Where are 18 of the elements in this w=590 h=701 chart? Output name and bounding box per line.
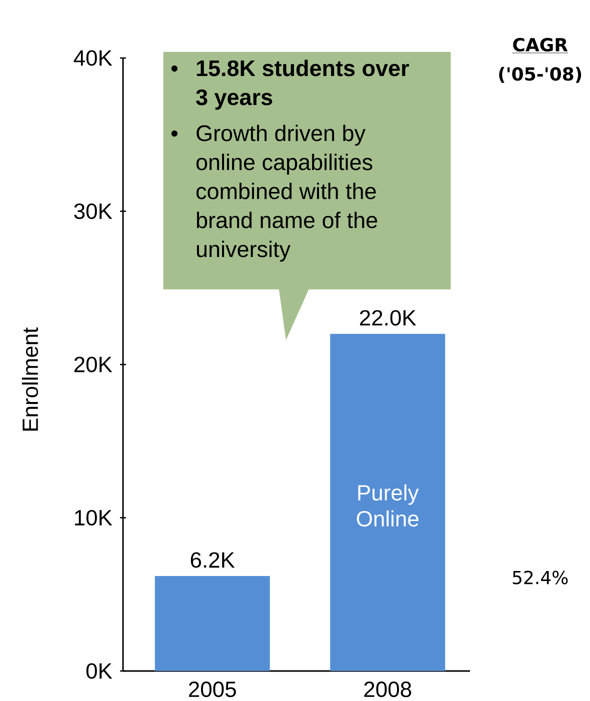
annotation: 15.8K students over 3 years: [196, 60, 409, 110]
y-tick-label: 30K: [74, 203, 112, 220]
x-tick-label: 2005: [189, 682, 236, 698]
text: CAGR: [513, 38, 568, 52]
x-tick-label: 2008: [364, 682, 412, 698]
annotation: Growth driven by online capabilities combined with the brand name of the university: [196, 124, 378, 262]
data-label: 22.0K: [360, 310, 416, 326]
y-tick-label: 40K: [74, 50, 112, 66]
annotation: •: [171, 66, 178, 72]
y-tick-label: 20K: [74, 356, 112, 372]
data-label: 6.2K: [190, 552, 235, 568]
y-tick-label: 10K: [74, 510, 112, 526]
annotation: •: [171, 130, 178, 137]
text: ('05-'08): [499, 66, 582, 83]
y-tick-label: 0K: [86, 663, 112, 679]
y-axis-title: Enrollment: [22, 327, 38, 431]
annotation: Purely Online: [356, 484, 419, 527]
text: 52.4%: [512, 570, 568, 584]
